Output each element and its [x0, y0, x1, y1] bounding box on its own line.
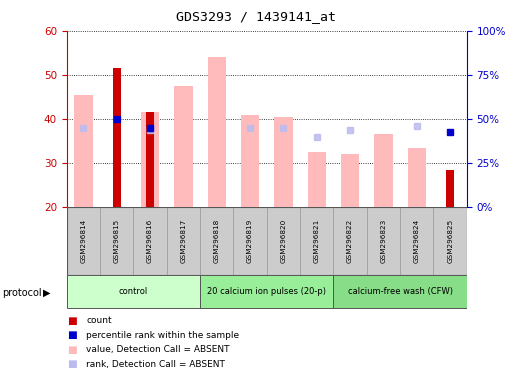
Bar: [208, 57, 226, 207]
Bar: [408, 148, 426, 207]
Bar: [67, 275, 200, 308]
Text: value, Detection Call = ABSENT: value, Detection Call = ABSENT: [86, 345, 230, 354]
Bar: [400, 207, 433, 275]
Bar: [167, 207, 200, 275]
Text: GSM296818: GSM296818: [214, 219, 220, 263]
Bar: [367, 207, 400, 275]
Bar: [200, 275, 333, 308]
Bar: [233, 207, 267, 275]
Text: GSM296816: GSM296816: [147, 219, 153, 263]
Bar: [333, 275, 467, 308]
Bar: [141, 113, 159, 207]
Text: control: control: [119, 287, 148, 296]
Text: ■: ■: [67, 316, 76, 326]
Bar: [74, 95, 92, 207]
Bar: [300, 207, 333, 275]
Bar: [308, 152, 326, 207]
Bar: [274, 117, 292, 207]
Text: GSM296820: GSM296820: [281, 219, 286, 263]
Text: GDS3293 / 1439141_at: GDS3293 / 1439141_at: [176, 10, 337, 23]
Text: ■: ■: [67, 330, 76, 340]
Bar: [433, 207, 467, 275]
Text: GSM296817: GSM296817: [181, 219, 186, 263]
Text: GSM296815: GSM296815: [114, 219, 120, 263]
Text: ■: ■: [67, 345, 76, 355]
Text: GSM296814: GSM296814: [81, 219, 86, 263]
Bar: [241, 114, 259, 207]
Bar: [374, 134, 392, 207]
Text: ▶: ▶: [44, 288, 51, 298]
Bar: [112, 68, 121, 207]
Text: percentile rank within the sample: percentile rank within the sample: [86, 331, 239, 340]
Text: calcium-free wash (CFW): calcium-free wash (CFW): [348, 287, 452, 296]
Text: GSM296825: GSM296825: [447, 219, 453, 263]
Text: protocol: protocol: [3, 288, 42, 298]
Bar: [446, 170, 455, 207]
Bar: [67, 207, 100, 275]
Text: 20 calcium ion pulses (20-p): 20 calcium ion pulses (20-p): [207, 287, 326, 296]
Bar: [146, 113, 154, 207]
Text: rank, Detection Call = ABSENT: rank, Detection Call = ABSENT: [86, 360, 225, 369]
Text: GSM296819: GSM296819: [247, 219, 253, 263]
Text: count: count: [86, 316, 112, 325]
Bar: [267, 207, 300, 275]
Text: GSM296824: GSM296824: [414, 219, 420, 263]
Bar: [333, 207, 367, 275]
Bar: [174, 86, 192, 207]
Text: ■: ■: [67, 359, 76, 369]
Text: GSM296821: GSM296821: [314, 219, 320, 263]
Bar: [133, 207, 167, 275]
Text: GSM296822: GSM296822: [347, 219, 353, 263]
Bar: [100, 207, 133, 275]
Text: GSM296823: GSM296823: [381, 219, 386, 263]
Bar: [200, 207, 233, 275]
Bar: [341, 154, 359, 207]
